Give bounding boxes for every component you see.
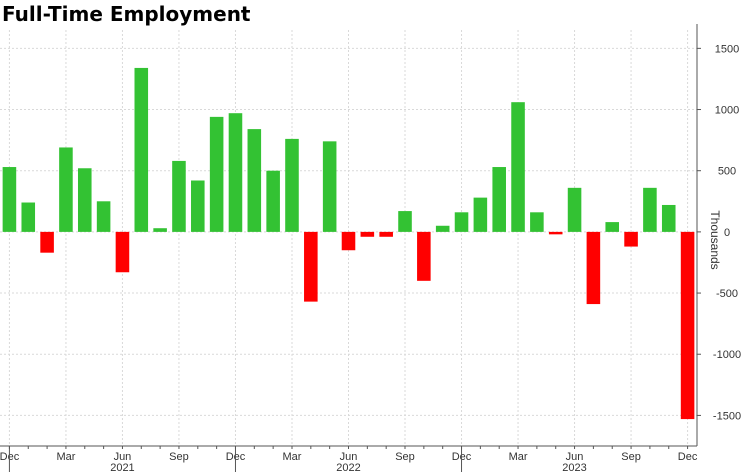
x-tick-label: Sep	[395, 451, 415, 463]
x-year-label: 2023	[562, 462, 586, 474]
x-tick-label: Mar	[283, 451, 302, 463]
y-tick-label: 1500	[715, 43, 739, 55]
bar	[285, 138, 299, 232]
bar	[228, 113, 243, 232]
y-axis-label: Thousands	[708, 210, 722, 269]
bar	[511, 102, 525, 232]
bar	[322, 141, 337, 232]
bar	[360, 231, 375, 237]
bar-series	[2, 67, 695, 420]
bar	[96, 201, 111, 232]
bar	[59, 147, 73, 232]
bar	[2, 167, 17, 232]
bar	[492, 167, 506, 232]
bar	[661, 204, 676, 232]
bar	[266, 170, 280, 232]
bar	[134, 67, 149, 232]
x-tick-label: Sep	[621, 451, 641, 463]
grid-lines	[0, 30, 697, 446]
x-year-label: 2022	[336, 462, 360, 474]
bar	[435, 225, 450, 232]
bar	[40, 231, 54, 253]
y-tick-label: 0	[724, 227, 730, 239]
bar	[680, 231, 695, 420]
bar	[379, 231, 393, 237]
x-tick-label: Mar	[56, 451, 75, 463]
y-tick-label: 500	[718, 166, 736, 178]
bar	[417, 231, 431, 281]
chart-title: Full-Time Employment	[2, 2, 251, 26]
bar	[77, 168, 92, 232]
bar	[172, 160, 186, 232]
bar	[341, 231, 356, 251]
x-tick-label: Mar	[509, 451, 528, 463]
x-tick-label: Jun	[566, 451, 584, 463]
bar	[304, 231, 318, 302]
bar	[567, 187, 582, 232]
bar	[191, 180, 205, 232]
bar	[605, 222, 620, 232]
bar	[586, 231, 601, 305]
bar	[247, 129, 262, 232]
x-year-label: 2021	[110, 462, 134, 474]
y-tick-label: -1500	[713, 410, 741, 422]
bar	[548, 231, 563, 235]
x-tick-label: Dec	[678, 451, 698, 463]
bar	[473, 197, 488, 232]
bar	[454, 212, 469, 232]
bar	[643, 187, 657, 232]
y-tick-label: -1000	[713, 349, 741, 361]
bar	[398, 211, 412, 232]
y-tick-label: -500	[716, 288, 738, 300]
y-tick-label: 1000	[715, 105, 739, 117]
bar	[209, 116, 224, 232]
x-tick-label: Jun	[340, 451, 358, 463]
bar	[115, 231, 130, 273]
x-tick-label: Jun	[114, 451, 132, 463]
x-tick-label: Sep	[169, 451, 189, 463]
bar	[624, 231, 638, 247]
bar	[153, 228, 167, 232]
bar	[21, 202, 36, 232]
bar	[530, 212, 544, 232]
